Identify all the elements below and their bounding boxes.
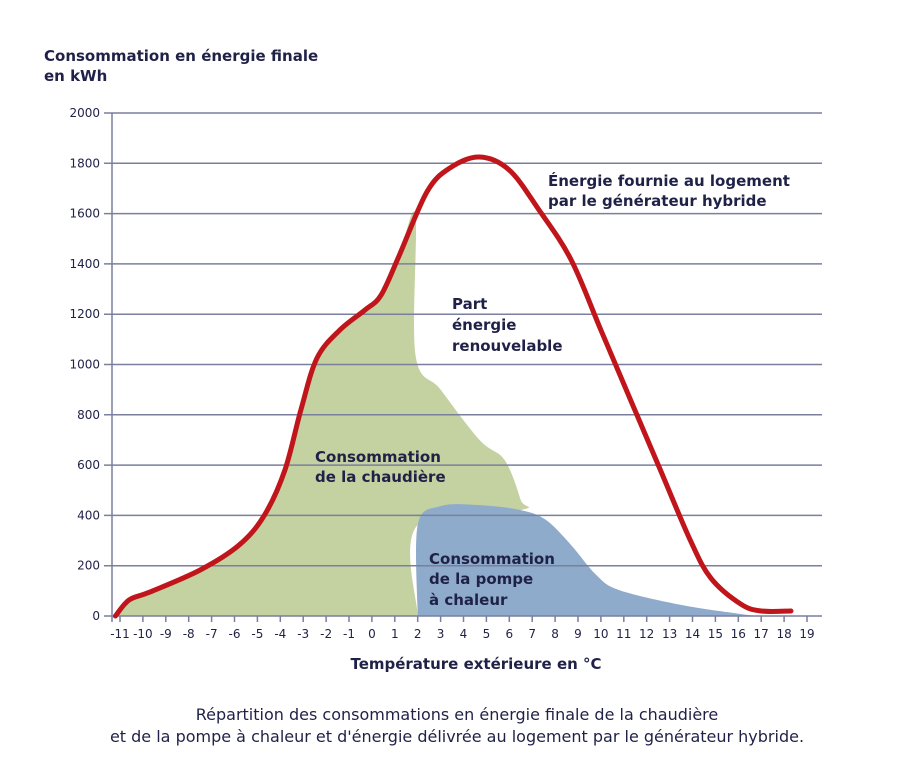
- x-tick-label: 5: [483, 627, 491, 641]
- x-tick-label: -2: [320, 627, 332, 641]
- x-tick-label: -10: [133, 627, 153, 641]
- x-tick-label: 16: [731, 627, 746, 641]
- y-tick-label: 1800: [69, 156, 100, 170]
- y-tick-label: 1600: [69, 207, 100, 221]
- y-tick-label: 400: [77, 508, 100, 522]
- x-tick-label: 8: [551, 627, 559, 641]
- x-tick-label: -5: [251, 627, 263, 641]
- x-tick-label: -3: [297, 627, 309, 641]
- caption-line-1: Répartition des consommations en énergie…: [196, 705, 719, 724]
- y-axis-label-2: en kWh: [44, 67, 107, 85]
- x-tick-label: -6: [229, 627, 241, 641]
- heat-pump-annotation-2: de la pompe: [429, 570, 533, 588]
- y-axis-label-1: Consommation en énergie finale: [44, 47, 318, 65]
- x-tick-label: 17: [754, 627, 769, 641]
- x-tick-label: 3: [437, 627, 445, 641]
- x-tick-label: 9: [574, 627, 582, 641]
- x-tick-label: 6: [505, 627, 513, 641]
- x-tick-label: 2: [414, 627, 422, 641]
- line-annotation-2: par le générateur hybride: [548, 192, 767, 210]
- caption-line-2: et de la pompe à chaleur et d'énergie dé…: [110, 727, 804, 746]
- x-tick-label: 7: [528, 627, 536, 641]
- x-tick-label: 19: [799, 627, 814, 641]
- y-tick-label: 0: [92, 609, 100, 623]
- heat-pump-annotation-3: à chaleur: [429, 591, 508, 609]
- y-tick-label: 800: [77, 408, 100, 422]
- x-tick-label: 12: [639, 627, 654, 641]
- y-tick-label: 2000: [69, 106, 100, 120]
- x-tick-label: -9: [160, 627, 172, 641]
- renewable-annotation-3: renouvelable: [452, 337, 563, 355]
- x-tick-label: 10: [593, 627, 608, 641]
- x-tick-label: 4: [460, 627, 468, 641]
- renewable-annotation-1: Part: [452, 295, 487, 313]
- y-tick-label: 1200: [69, 307, 100, 321]
- y-tick-label: 600: [77, 458, 100, 472]
- x-tick-label: 13: [662, 627, 677, 641]
- x-tick-label: 1: [391, 627, 399, 641]
- x-tick-label: -7: [206, 627, 218, 641]
- x-tick-label: 15: [708, 627, 723, 641]
- y-tick-label: 200: [77, 559, 100, 573]
- renewable-annotation-2: énergie: [452, 316, 516, 334]
- y-tick-label: 1000: [69, 358, 100, 372]
- x-tick-label: 0: [368, 627, 376, 641]
- x-tick-label: 11: [616, 627, 631, 641]
- x-tick-label: -8: [183, 627, 195, 641]
- line-annotation-1: Énergie fournie au logement: [548, 171, 790, 190]
- energy-delivered-line: [112, 154, 794, 619]
- x-tick-label: -11: [110, 627, 130, 641]
- boiler-annotation-1: Consommation: [315, 448, 441, 466]
- x-tick-label: -1: [343, 627, 355, 641]
- x-tick-label: -4: [274, 627, 286, 641]
- x-axis-label: Température extérieure en °C: [350, 655, 601, 673]
- x-tick-label: 14: [685, 627, 700, 641]
- heat-pump-annotation-1: Consommation: [429, 550, 555, 568]
- x-tick-label: 18: [776, 627, 791, 641]
- heat_pump-area: [416, 504, 762, 616]
- boiler-annotation-2: de la chaudière: [315, 468, 446, 486]
- y-tick-label: 1400: [69, 257, 100, 271]
